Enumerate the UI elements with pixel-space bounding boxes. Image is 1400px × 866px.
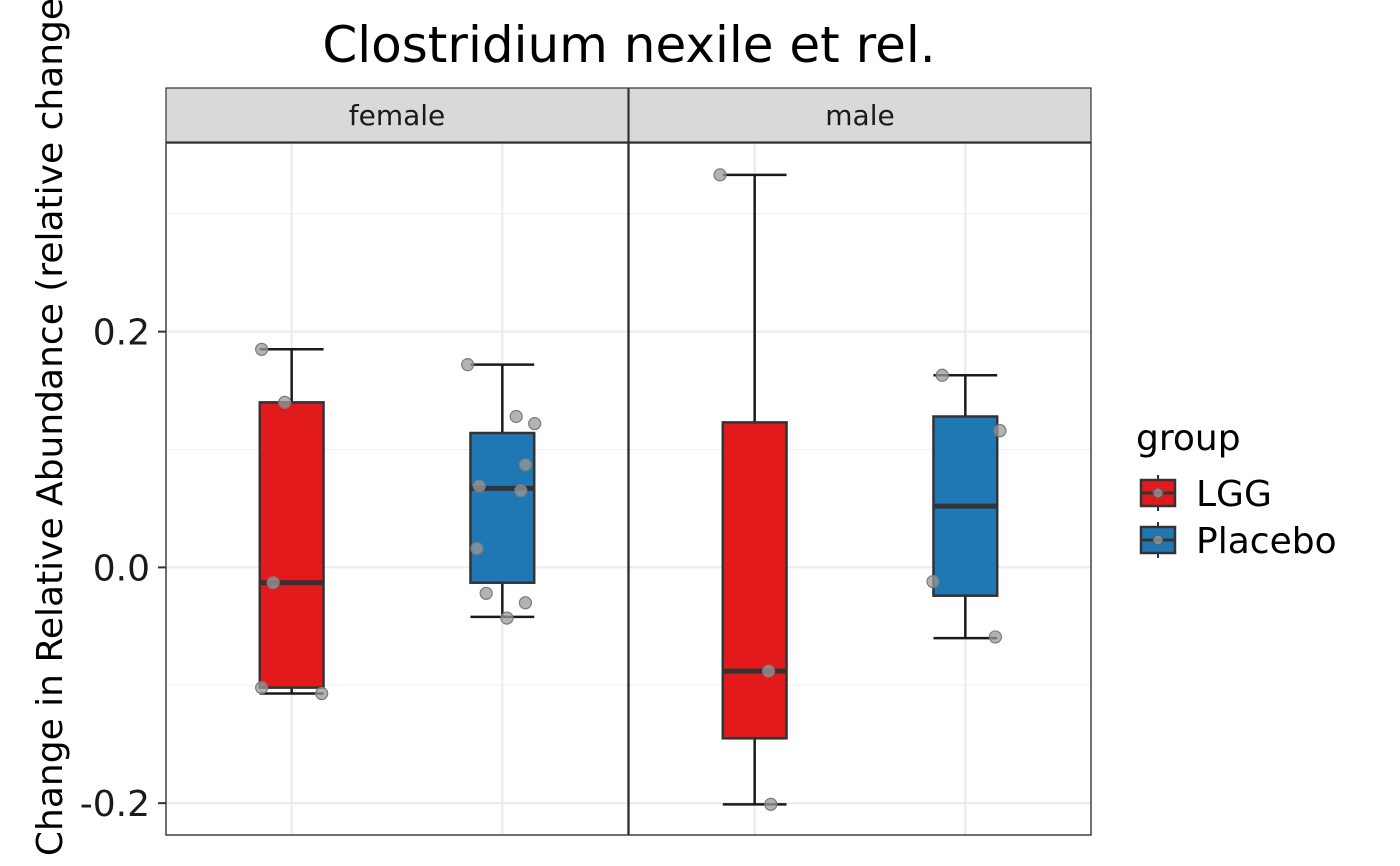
data-point	[713, 168, 727, 182]
legend-item-lgg: LGG	[1139, 474, 1272, 515]
chart-title: Clostridium nexile et rel.	[322, 16, 935, 74]
data-point	[935, 368, 949, 382]
facet-panel-female: female	[165, 87, 629, 836]
data-point	[761, 664, 776, 678]
data-point	[470, 541, 484, 556]
panel-border	[628, 142, 1092, 836]
data-point	[764, 797, 778, 811]
data-point	[514, 484, 528, 498]
data-point	[509, 409, 523, 424]
legend: group LGG Placebo	[1136, 418, 1337, 562]
box-placebo	[461, 358, 542, 625]
panel-background	[629, 143, 1091, 835]
facet-strip-label: female	[349, 99, 446, 132]
y-axis-title: Change in Relative Abundance (relative c…	[30, 0, 71, 856]
box-lgg	[713, 168, 788, 811]
y-tick-label: -0.2	[80, 784, 150, 825]
legend-item-placebo: Placebo	[1139, 521, 1337, 562]
legend-title: group	[1136, 418, 1241, 459]
panel-background	[166, 143, 628, 835]
y-axis: -0.2 0.0 0.2	[80, 313, 166, 825]
facet-panels: female male	[165, 87, 1092, 836]
data-point	[528, 416, 542, 431]
panel-border	[165, 142, 629, 836]
data-point	[500, 611, 514, 625]
data-point	[926, 574, 940, 589]
box-body	[721, 421, 788, 740]
box-body	[258, 401, 325, 689]
facet-strip	[628, 87, 1092, 143]
box-placebo	[926, 368, 1007, 644]
data-point	[266, 576, 280, 590]
y-tick-label: 0.2	[93, 313, 150, 354]
data-point	[518, 596, 533, 610]
data-point	[255, 342, 269, 356]
box-lgg	[255, 342, 329, 701]
data-point	[461, 358, 475, 372]
facet-strip	[165, 87, 629, 143]
data-point	[315, 686, 329, 701]
legend-label: Placebo	[1196, 521, 1337, 562]
data-point	[988, 630, 1002, 644]
data-point	[278, 395, 292, 409]
data-point	[472, 479, 486, 493]
data-point	[255, 681, 269, 695]
legend-key-point	[1152, 487, 1164, 499]
facet-strip-label: male	[825, 99, 894, 132]
data-point	[993, 424, 1007, 438]
data-point	[518, 458, 533, 472]
legend-label: LGG	[1196, 474, 1272, 515]
y-tick-label: 0.0	[93, 548, 150, 589]
data-point	[479, 586, 493, 600]
box-body	[469, 431, 536, 584]
legend-key-point	[1152, 534, 1164, 546]
facet-panel-male: male	[628, 87, 1092, 836]
